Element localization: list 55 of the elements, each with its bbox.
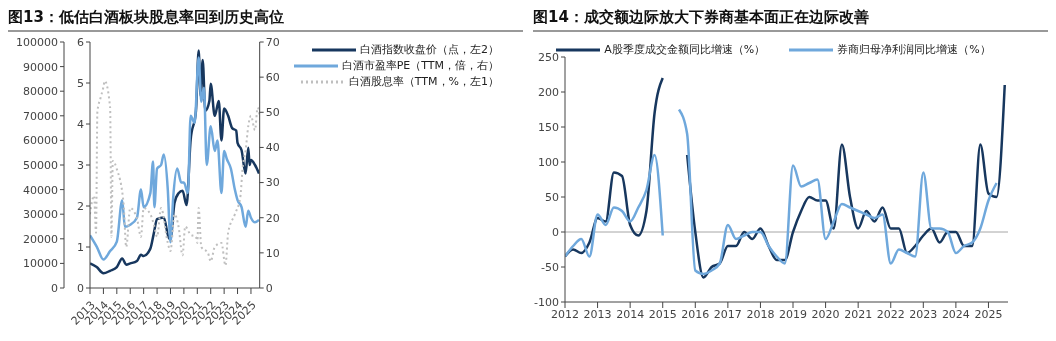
y3-tick-label: 10000 [23,257,58,271]
x-tick-label: 2018 [746,307,775,321]
y-tick-label: 200 [538,85,559,99]
y3-tick-label: 0 [51,281,58,295]
x-tick-label: 2017 [713,307,742,321]
y-tick-label: -50 [541,260,559,274]
x-tick-label: 2015 [648,307,677,321]
legend-label: 白酒股息率（TTM，%，左1） [348,74,499,89]
y2-tick-label: 30 [265,176,280,190]
chart-title: 图13：低估白酒板块股息率回到历史高位 [8,8,523,32]
legend-label: A股季度成交金额同比增速（%） [604,42,766,57]
x-tick-label: 2016 [681,307,710,321]
x-tick-label: 2012 [551,307,579,321]
legend-label: 白酒市盈率PE（TTM，倍，右） [341,58,499,73]
y-tick-label: 1 [77,240,84,254]
y2-tick-label: 20 [265,211,280,225]
x-tick-label: 2023 [909,307,938,321]
y-tick-label: 5 [77,76,84,90]
y3-tick-label: 70000 [23,109,58,123]
x-tick-label: 2022 [876,307,905,321]
y-tick-label: -100 [534,295,559,309]
y2-tick-label: 50 [265,106,280,120]
y3-tick-label: 90000 [23,60,58,74]
x-tick-label: 2013 [583,307,612,321]
legend-label: 白酒指数收盘价（点，左2） [360,42,499,57]
y-tick-label: 2 [77,199,84,213]
x-tick-label: 2024 [941,307,970,321]
y-tick-label: 250 [538,50,559,64]
y-tick-label: 150 [538,120,559,134]
y3-tick-label: 100000 [16,35,58,49]
x-tick-label: 2021 [844,307,873,321]
y3-tick-label: 40000 [23,183,58,197]
legend-label: 券商归母净利润同比增速（%） [837,42,991,57]
y2-tick-label: 60 [265,71,280,85]
chart-title: 图14：成交额边际放大下券商基本面正在边际改善 [533,8,1048,32]
x-tick-label: 2019 [779,307,808,321]
y-tick-label: 6 [77,35,84,49]
x-tick-label: 2025 [974,307,1003,321]
y-tick-label: 50 [545,190,559,204]
y2-tick-label: 10 [265,246,280,260]
y3-tick-label: 60000 [23,134,58,148]
y3-tick-label: 50000 [23,158,58,172]
y3-tick-label: 20000 [23,232,58,246]
y-tick-label: 3 [77,158,84,172]
y-tick-label: 100 [538,155,559,169]
y3-tick-label: 30000 [23,208,58,222]
y-tick-label: 0 [552,225,559,239]
y2-tick-label: 70 [265,35,280,49]
y3-tick-label: 80000 [23,85,58,99]
x-tick-label: 2020 [811,307,840,321]
y-tick-label: 0 [77,281,84,295]
y-tick-label: 4 [77,117,84,131]
x-tick-label: 2014 [616,307,645,321]
y2-tick-label: 40 [265,141,280,155]
y2-tick-label: 0 [265,281,273,295]
